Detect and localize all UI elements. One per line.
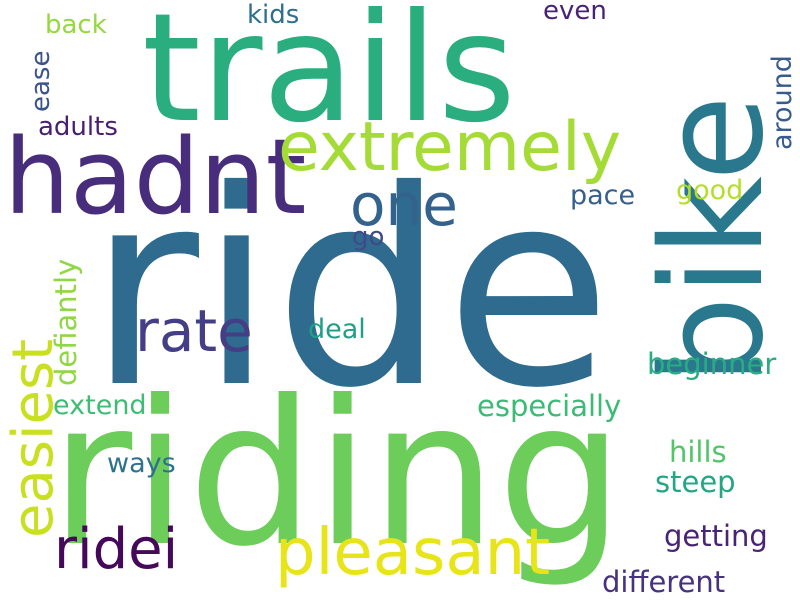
word-deal: deal bbox=[308, 314, 366, 345]
word-adults: adults bbox=[38, 112, 118, 142]
word-extend: extend bbox=[53, 390, 147, 421]
word-riding: riding bbox=[50, 358, 625, 591]
word-different: different bbox=[602, 565, 726, 599]
word-bike: bike bbox=[632, 95, 795, 385]
word-around: around bbox=[767, 55, 798, 150]
word-pleasant: pleasant bbox=[275, 516, 551, 590]
word-getting: getting bbox=[664, 519, 768, 553]
word-even: even bbox=[543, 0, 607, 26]
word-trails: trails bbox=[142, 0, 516, 156]
word-ridei: ridei bbox=[54, 517, 179, 582]
word-ease: ease bbox=[26, 50, 56, 112]
word-hills: hills bbox=[669, 435, 727, 469]
word-back: back bbox=[45, 10, 107, 40]
word-go: go bbox=[352, 222, 385, 252]
word-steep: steep bbox=[655, 465, 736, 499]
word-rate: rate bbox=[135, 297, 253, 365]
word-one: one bbox=[350, 171, 458, 239]
word-especially: especially bbox=[477, 389, 622, 423]
word-kids: kids bbox=[247, 0, 300, 30]
word-extremely: extremely bbox=[278, 108, 622, 187]
word-beginner: beginner bbox=[647, 347, 777, 381]
word-ways: ways bbox=[107, 448, 176, 479]
word-good: good bbox=[676, 175, 744, 206]
word-pace: pace bbox=[570, 180, 636, 211]
word-ride: ride bbox=[88, 132, 612, 447]
word-hadnt: hadnt bbox=[4, 116, 307, 238]
word-defiantly: defiantly bbox=[49, 258, 83, 386]
